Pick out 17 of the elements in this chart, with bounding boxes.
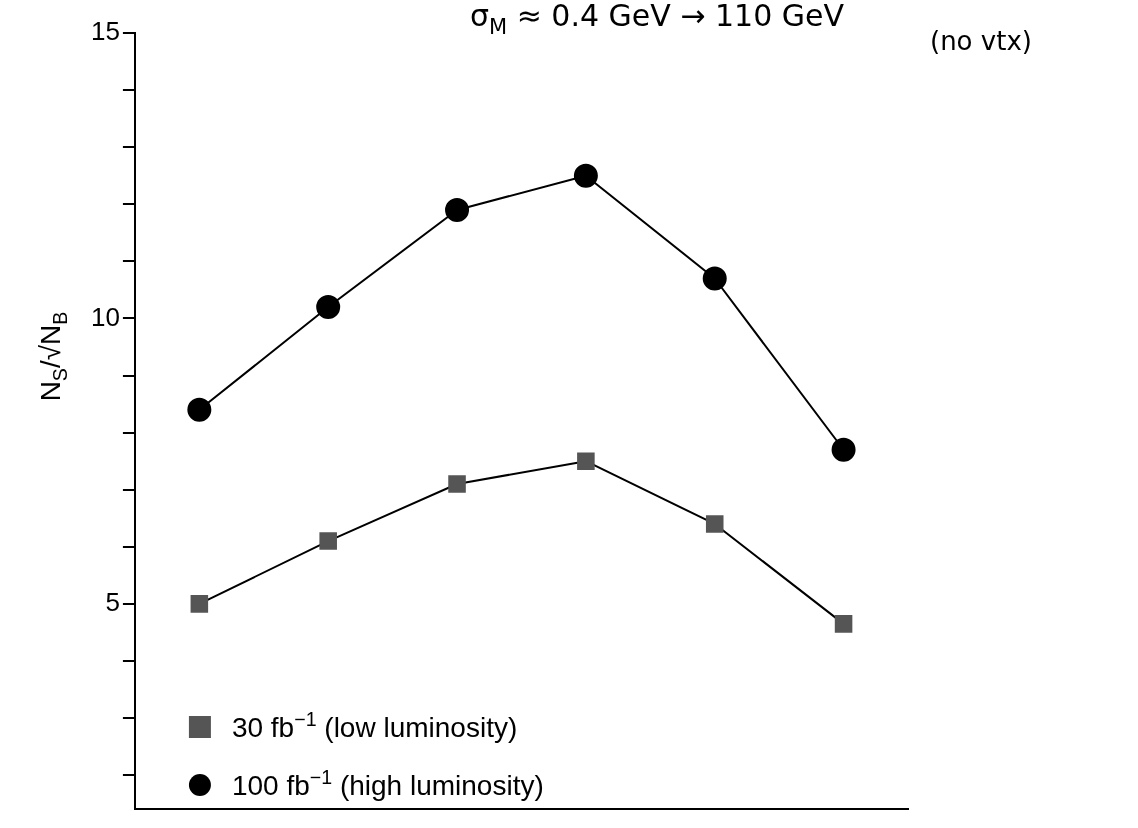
point bbox=[187, 397, 212, 422]
y-tick-label: 10 bbox=[91, 301, 120, 332]
point bbox=[834, 615, 853, 633]
y-tick-label: 15 bbox=[91, 16, 120, 47]
text: (no vtx) bbox=[930, 26, 1032, 56]
point bbox=[702, 266, 727, 291]
point bbox=[316, 295, 341, 320]
point bbox=[705, 515, 724, 533]
point bbox=[577, 452, 595, 470]
point bbox=[573, 163, 598, 188]
point bbox=[831, 437, 856, 462]
point bbox=[445, 197, 470, 222]
point bbox=[448, 475, 466, 493]
point bbox=[319, 532, 337, 550]
point bbox=[190, 595, 209, 613]
y-axis-title: NS/√NB bbox=[35, 311, 71, 402]
y-tick-label: 5 bbox=[105, 587, 120, 618]
